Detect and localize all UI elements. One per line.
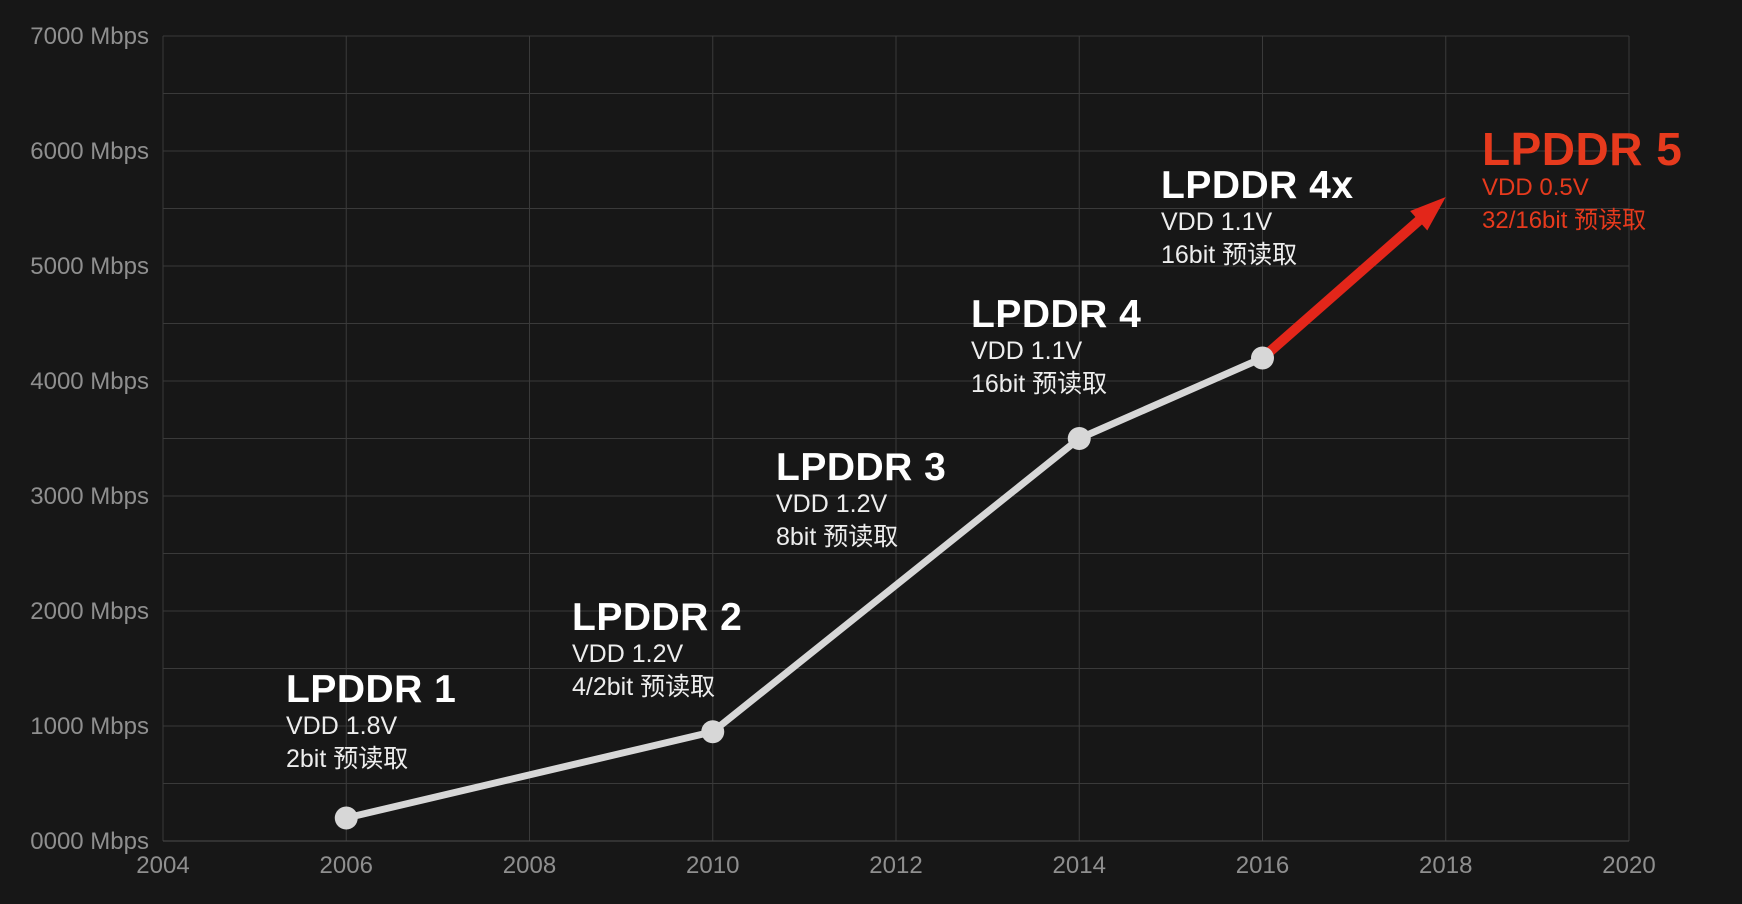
annotation-lpddr3: LPDDR 3 VDD 1.2V 8bit 预读取 <box>776 448 946 554</box>
annotation-title: LPDDR 5 <box>1482 123 1683 175</box>
projection-arrow-head <box>1410 197 1446 231</box>
y-tick-label: 7000 Mbps <box>30 23 149 50</box>
annotation-lpddr5: LPDDR 5 VDD 0.5V 32/16bit 预读取 <box>1482 123 1683 237</box>
x-tick-label: 2008 <box>503 852 556 879</box>
y-tick-label: 0000 Mbps <box>30 828 149 855</box>
x-tick-label: 2014 <box>1053 852 1106 879</box>
annotation-lpddr1: LPDDR 1 VDD 1.8V 2bit 预读取 <box>286 670 456 776</box>
x-tick-label: 2006 <box>320 852 373 879</box>
annotation-detail: VDD 1.1V <box>1161 208 1273 236</box>
x-tick-label: 2020 <box>1602 852 1655 879</box>
data-point-lpddr1 <box>334 806 358 830</box>
y-tick-label: 3000 Mbps <box>30 483 149 510</box>
x-tick-label: 2012 <box>869 852 922 879</box>
x-tick-label: 2004 <box>136 852 189 879</box>
y-tick-label: 5000 Mbps <box>30 253 149 280</box>
y-tick-label: 2000 Mbps <box>30 598 149 625</box>
speed-line <box>342 354 1266 822</box>
data-point-lpddr4x <box>1251 346 1274 370</box>
y-tick-label: 4000 Mbps <box>30 368 149 395</box>
annotation-detail: VDD 1.1V <box>971 337 1083 365</box>
annotation-detail: VDD 1.2V <box>572 640 684 668</box>
projection-arrow-shaft <box>1259 213 1427 362</box>
annotation-detail: VDD 0.5V <box>1482 174 1589 201</box>
annotation-detail: 8bit 预读取 <box>776 523 899 551</box>
x-tick-label: 2010 <box>686 852 739 879</box>
y-tick-label: 6000 Mbps <box>30 138 149 165</box>
annotation-title: LPDDR 2 <box>572 596 743 639</box>
annotation-detail: 16bit 预读取 <box>1161 241 1298 269</box>
x-tick-label: 2018 <box>1419 852 1472 879</box>
annotation-lpddr4x: LPDDR 4x VDD 1.1V 16bit 预读取 <box>1161 166 1354 272</box>
annotation-detail: VDD 1.2V <box>776 490 888 518</box>
x-tick-label: 2016 <box>1236 852 1289 879</box>
annotation-detail: 32/16bit 预读取 <box>1482 207 1647 234</box>
annotation-title: LPDDR 1 <box>286 668 457 711</box>
annotation-lpddr4: LPDDR 4 VDD 1.1V 16bit 预读取 <box>971 295 1141 401</box>
annotation-lpddr2: LPDDR 2 VDD 1.2V 4/2bit 预读取 <box>572 598 742 704</box>
annotation-title: LPDDR 4x <box>1161 164 1354 207</box>
annotation-detail: 16bit 预读取 <box>971 370 1108 398</box>
y-tick-label: 1000 Mbps <box>30 713 149 740</box>
annotation-detail: VDD 1.8V <box>286 712 398 740</box>
data-point-lpddr2 <box>701 720 725 744</box>
annotation-detail: 4/2bit 预读取 <box>572 673 716 701</box>
annotation-detail: 2bit 预读取 <box>286 745 409 773</box>
annotation-title: LPDDR 3 <box>776 446 947 489</box>
data-point-lpddr4 <box>1067 427 1091 450</box>
annotation-title: LPDDR 4 <box>971 293 1142 336</box>
